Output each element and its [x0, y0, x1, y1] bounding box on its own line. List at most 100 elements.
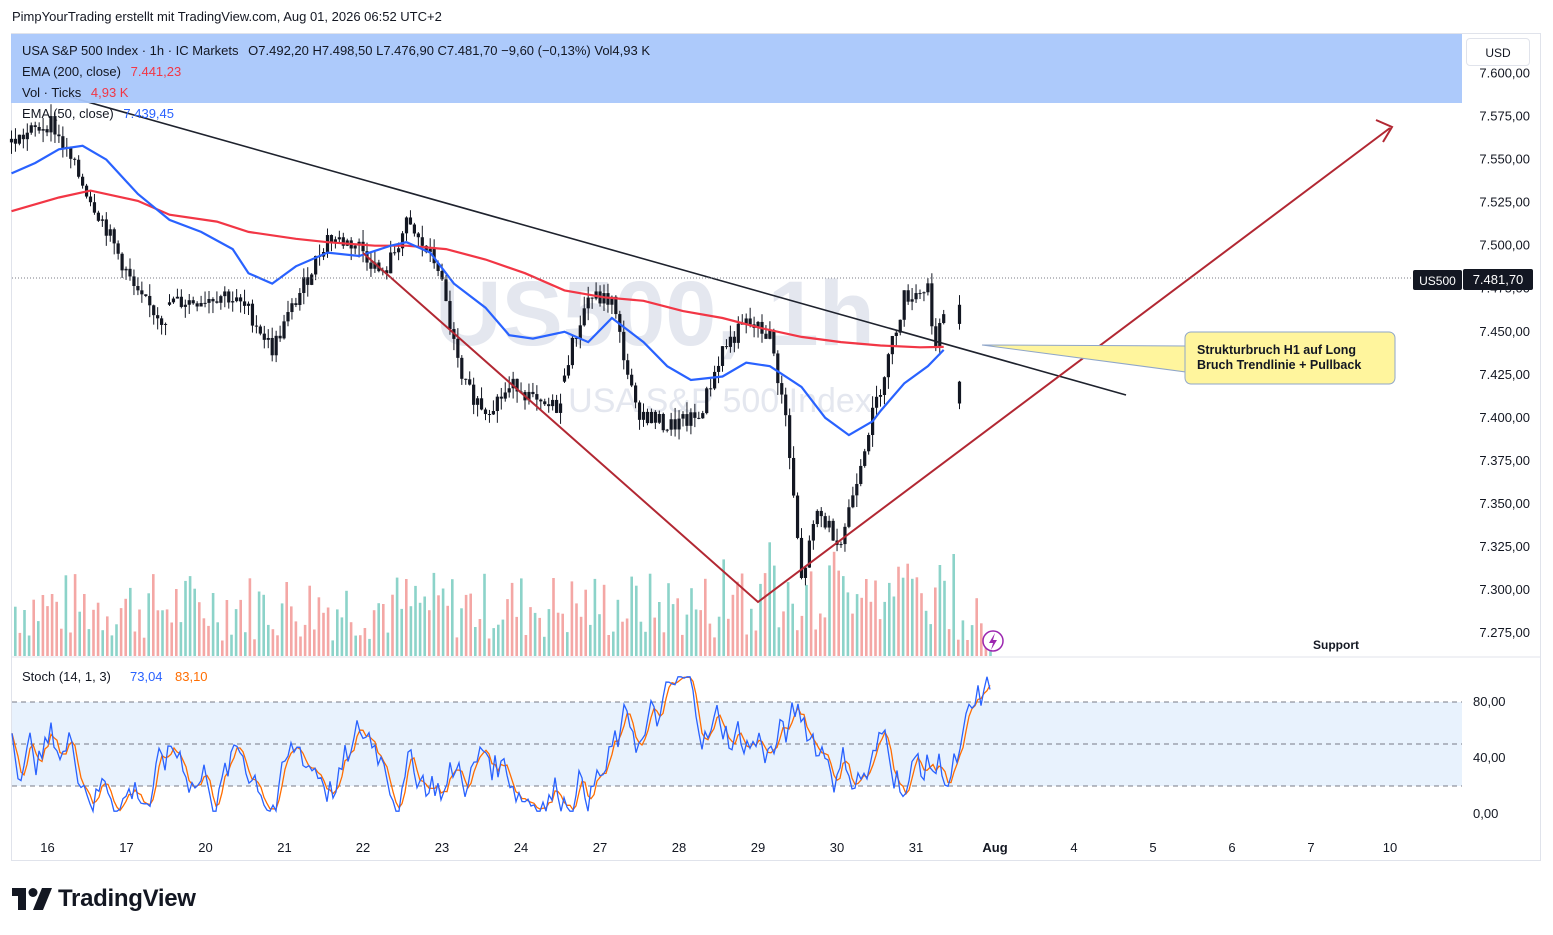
candle-body: [120, 253, 124, 271]
volume-bar: [938, 565, 942, 656]
volume-bar: [96, 602, 100, 656]
legend-symbol-row[interactable]: USA S&P 500 Index · 1h · IC Markets O7.4…: [22, 43, 650, 58]
candle-body: [922, 292, 926, 294]
volume-bar: [547, 609, 551, 656]
volume-bar: [888, 582, 891, 656]
volume-bar: [78, 611, 81, 656]
candle-body: [874, 396, 879, 408]
lightning-icon-bolt: [989, 633, 997, 650]
candle-body: [460, 357, 464, 379]
volume-bar: [676, 598, 679, 656]
legend-symbol: USA S&P 500 Index · 1h · IC Markets: [22, 43, 239, 58]
volume-bar: [768, 542, 771, 656]
candle-body: [495, 396, 499, 412]
candle-body: [503, 392, 507, 399]
candle-body: [574, 337, 578, 339]
volume-bar: [704, 578, 707, 656]
candle-body: [795, 495, 800, 538]
volume-bar: [340, 617, 344, 656]
volume-bar: [897, 566, 900, 656]
candle-body: [910, 299, 914, 302]
legend-ema200-label: EMA (200, close): [22, 64, 121, 79]
volume-bar: [18, 632, 22, 656]
candle-body: [231, 301, 235, 303]
volume-bar: [980, 623, 983, 656]
volume-bar: [175, 589, 178, 656]
stoch-d-value: 83,10: [175, 669, 208, 684]
price-axis-tick: 7.275,00: [1479, 625, 1530, 640]
candle-body: [483, 409, 488, 415]
legend-volume-row[interactable]: Vol · Ticks 4,93 K: [22, 85, 128, 100]
volume-bar: [487, 638, 491, 656]
candle-body: [827, 520, 831, 528]
candle-body: [736, 323, 740, 343]
volume-bar: [437, 595, 440, 656]
candle-body: [148, 295, 152, 306]
volume-bar: [515, 616, 518, 656]
candle-body: [906, 290, 910, 302]
volume-bar: [308, 585, 311, 656]
volume-bar: [602, 584, 606, 656]
candle-body: [108, 229, 112, 236]
volume-bar: [280, 603, 284, 656]
volume-bar: [860, 597, 863, 656]
price-tag-symbol: US500: [1419, 274, 1456, 288]
volume-bar: [409, 606, 413, 656]
volume-bar: [101, 630, 104, 656]
volume-bar: [943, 580, 946, 656]
candle-body: [424, 245, 428, 253]
tradingview-logo[interactable]: TradingView: [12, 884, 196, 914]
volume-bar: [313, 629, 316, 656]
volume-bar: [694, 609, 698, 656]
candle-body: [389, 252, 393, 274]
callout-box: [1184, 331, 1396, 385]
legend-ema50-row[interactable]: EMA (50, close) 7.439,45: [22, 106, 174, 121]
volume-bar: [653, 617, 656, 656]
volume-bar: [722, 559, 725, 656]
volume-bar: [929, 624, 932, 656]
candle-body: [266, 337, 270, 340]
volume-bar: [257, 591, 261, 656]
candle-body: [661, 414, 665, 431]
candle-body: [630, 374, 634, 386]
volume-bar: [368, 638, 371, 656]
candle-body: [811, 524, 815, 541]
volume-bar: [533, 612, 537, 656]
price-axis-tick: 7.375,00: [1479, 453, 1530, 468]
candle-body: [507, 388, 511, 393]
candle-body: [914, 293, 918, 300]
volume-bar: [947, 629, 951, 656]
candle-body: [788, 415, 792, 458]
candle-body: [329, 235, 334, 242]
candle-body: [705, 388, 709, 414]
legend-ema200-row[interactable]: EMA (200, close) 7.441,23: [22, 64, 181, 79]
price-axis-tick: 7.425,00: [1479, 367, 1530, 382]
volume-bar: [464, 594, 468, 656]
volume-bar: [23, 610, 26, 656]
candle-body: [41, 129, 45, 131]
volume-bar: [27, 635, 31, 656]
volume-bar: [906, 563, 909, 656]
volume-bar: [161, 610, 164, 656]
candle-body: [543, 401, 547, 405]
candle-body: [278, 335, 282, 339]
currency-button[interactable]: USD: [1466, 38, 1530, 66]
candle-body: [306, 277, 310, 285]
volume-bar: [382, 604, 385, 656]
candle-body: [270, 337, 274, 356]
candle-body: [25, 132, 29, 140]
volume-bar: [713, 637, 716, 656]
candle-body: [551, 399, 555, 407]
ema50-line: [11, 144, 945, 437]
stoch-axis-tick: 0,00: [1473, 806, 1498, 821]
candle-body: [930, 283, 934, 327]
volume-bar: [745, 634, 748, 656]
candle-body: [21, 134, 25, 140]
candle-body: [428, 248, 432, 253]
price-axis-tick: 7.450,00: [1479, 324, 1530, 339]
volume-bar: [975, 598, 978, 656]
volume-bar: [690, 588, 693, 656]
candle-body: [697, 417, 701, 419]
callout-text-line: Bruch Trendlinie + Pullback: [1197, 358, 1361, 372]
